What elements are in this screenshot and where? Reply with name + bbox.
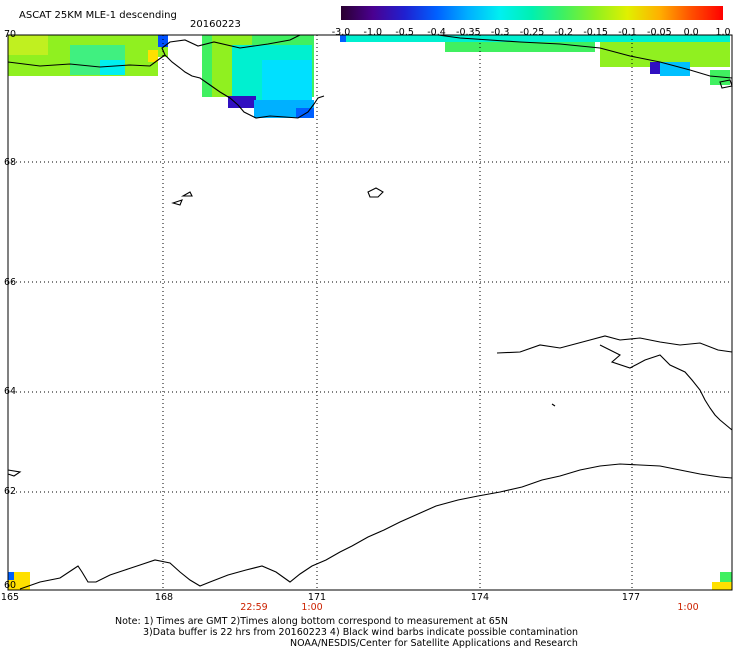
colorbar-tick-label: -0.2 — [554, 27, 574, 38]
lat-label-66: 66 — [4, 277, 17, 288]
wind-swath-left — [8, 35, 168, 76]
footer-note-2: 3)Data buffer is 22 hrs from 20160223 4)… — [143, 627, 579, 638]
map-frame — [7, 34, 733, 591]
map-title: ASCAT 25KM MLE-1 descending — [19, 10, 177, 21]
lon-label-174: 174 — [470, 592, 490, 603]
colorbar-tick-label: -0.35 — [456, 27, 481, 38]
colorbar-tick-label: -0.5 — [395, 27, 414, 38]
colorbar — [341, 6, 723, 20]
colorbar-tick-label: -0.05 — [647, 27, 672, 38]
map-date: 20160223 — [190, 19, 241, 30]
lon-label-165: 165 — [0, 592, 20, 603]
lat-label-62: 62 — [4, 486, 17, 497]
wind-swath-center — [202, 35, 314, 118]
lat-label-68: 68 — [4, 157, 17, 168]
graticule — [8, 35, 732, 590]
time-label: 1:00 — [301, 602, 323, 613]
colorbar-tick-label: -1.0 — [363, 27, 383, 38]
colorbar-tick-label: -0.15 — [583, 27, 608, 38]
lat-label-60: 60 — [4, 580, 17, 591]
lat-label-70: 70 — [4, 29, 17, 40]
colorbar-tick-label: -0.4 — [427, 27, 446, 38]
lat-label-64: 64 — [4, 386, 17, 397]
lon-label-168: 168 — [154, 592, 174, 603]
time-label: 22:59 — [240, 602, 268, 613]
lon-label-177: 177 — [621, 592, 641, 603]
colorbar-tick-label: -3.0 — [331, 27, 351, 38]
colorbar-tick-label: -0.1 — [618, 27, 637, 38]
footer-note-3: NOAA/NESDIS/Center for Satellite Applica… — [290, 638, 578, 649]
colorbar-gradient — [341, 6, 723, 20]
footer-note-1: Note: 1) Times are GMT 2)Times along bot… — [115, 616, 508, 627]
colorbar-tick-label: -0.25 — [519, 27, 545, 38]
time-label: 1:00 — [677, 602, 699, 613]
colorbar-tick-label: 1.0 — [715, 27, 731, 38]
coastlines — [7, 34, 733, 590]
wind-swath-bottom — [8, 572, 732, 590]
lon-label-171: 171 — [307, 592, 327, 603]
colorbar-tick-label: 0.0 — [683, 27, 699, 38]
colorbar-tick-label: -0.3 — [490, 27, 510, 38]
